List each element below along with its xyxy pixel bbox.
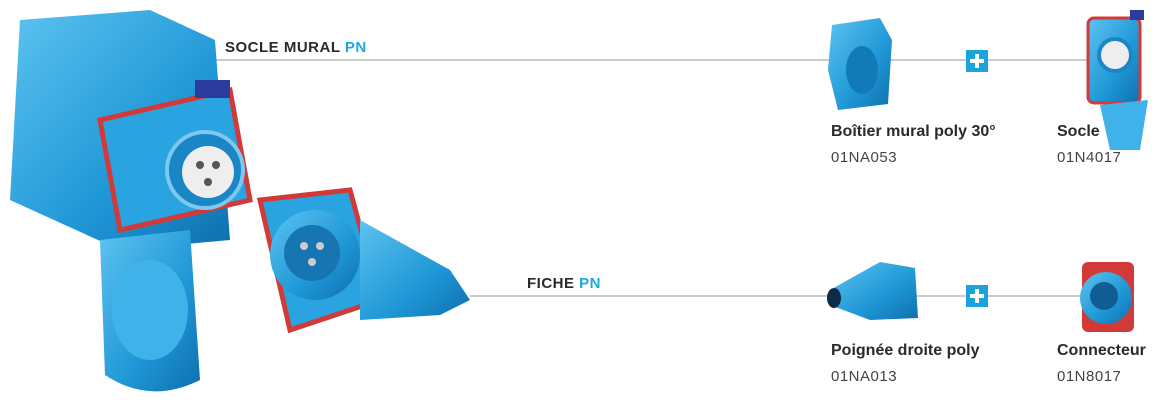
wall-socket-image: [10, 10, 250, 391]
section-title: FICHE PN: [527, 275, 601, 292]
title-accent: PN: [345, 39, 367, 56]
plus-icon: [966, 285, 988, 307]
title-accent: PN: [579, 275, 601, 292]
boitier-image: [828, 18, 892, 110]
item-name: Connecteur: [1057, 342, 1146, 359]
item-name: Socle: [1057, 123, 1100, 140]
title-text: SOCLE MURAL: [225, 39, 340, 56]
item-code: 01NA053: [831, 149, 897, 166]
plug-image: [260, 190, 470, 330]
section-title: SOCLE MURAL PN: [225, 39, 367, 56]
plus-icon: [966, 50, 988, 72]
item-code: 01NA013: [831, 368, 897, 385]
title-text: FICHE: [527, 275, 575, 292]
item-code: 01N8017: [1057, 368, 1121, 385]
poignee-image: [827, 262, 918, 320]
product-diagram: SOCLE MURAL PN FICHE PN Boîtier mural po…: [0, 0, 1161, 405]
item-name: Poignée droite poly: [831, 342, 980, 359]
connecteur-image: [1080, 262, 1134, 332]
item-code: 01N4017: [1057, 149, 1121, 166]
item-name: Boîtier mural poly 30°: [831, 123, 996, 140]
